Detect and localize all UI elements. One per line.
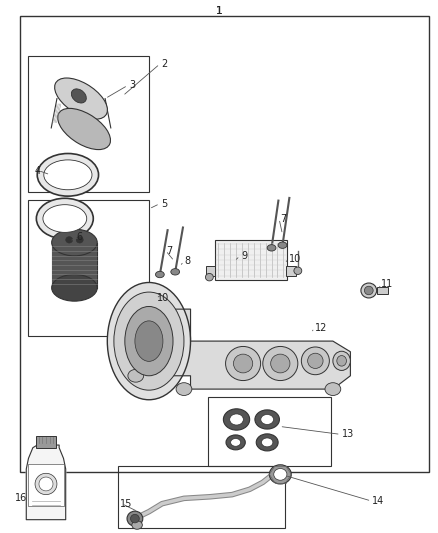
Text: 5: 5 [161, 199, 167, 208]
Text: 10: 10 [157, 294, 169, 303]
Text: 4: 4 [35, 166, 41, 175]
Bar [36, 436, 56, 448]
Ellipse shape [39, 477, 53, 491]
Text: 6: 6 [77, 232, 83, 242]
Ellipse shape [36, 198, 93, 239]
Ellipse shape [226, 435, 245, 450]
Text: 10: 10 [289, 254, 301, 263]
Ellipse shape [223, 409, 250, 430]
Bar [206, 266, 215, 276]
Ellipse shape [43, 205, 87, 232]
Ellipse shape [269, 465, 291, 484]
Text: 1: 1 [216, 6, 222, 15]
Text: 15: 15 [120, 499, 133, 508]
Ellipse shape [44, 160, 92, 190]
Ellipse shape [301, 347, 329, 375]
Text: 14: 14 [372, 496, 385, 506]
Ellipse shape [127, 511, 143, 526]
Ellipse shape [278, 242, 287, 248]
Text: 9: 9 [241, 251, 247, 261]
Ellipse shape [361, 283, 377, 298]
Ellipse shape [205, 273, 213, 281]
Bar [377, 287, 388, 294]
Ellipse shape [128, 369, 144, 382]
Ellipse shape [58, 108, 110, 150]
Ellipse shape [325, 383, 341, 395]
Text: 7: 7 [280, 214, 286, 223]
Polygon shape [26, 445, 66, 520]
Ellipse shape [71, 89, 86, 103]
Text: 8: 8 [185, 256, 191, 266]
Ellipse shape [233, 354, 253, 373]
Ellipse shape [226, 346, 261, 381]
Ellipse shape [107, 282, 191, 400]
Bar [20, 16, 429, 472]
Ellipse shape [35, 473, 57, 495]
Ellipse shape [37, 154, 99, 196]
Bar [28, 56, 149, 192]
Bar [52, 243, 97, 288]
Bar [118, 466, 285, 528]
Ellipse shape [125, 306, 173, 376]
Ellipse shape [294, 267, 302, 274]
Text: 13: 13 [342, 430, 354, 439]
Ellipse shape [231, 439, 240, 446]
Ellipse shape [267, 245, 276, 251]
Ellipse shape [307, 353, 323, 368]
Ellipse shape [52, 229, 97, 256]
Bar [28, 464, 64, 506]
Bar [28, 200, 149, 336]
Ellipse shape [171, 269, 180, 275]
Bar [215, 240, 287, 280]
Text: 7: 7 [166, 246, 173, 255]
Ellipse shape [261, 438, 273, 447]
Polygon shape [129, 309, 350, 389]
Ellipse shape [176, 383, 192, 395]
Ellipse shape [52, 274, 97, 301]
Text: 2: 2 [161, 59, 167, 69]
Text: 12: 12 [315, 323, 328, 333]
Ellipse shape [256, 434, 278, 451]
Ellipse shape [333, 351, 350, 370]
Bar [286, 266, 296, 276]
Ellipse shape [66, 237, 73, 243]
Ellipse shape [274, 469, 287, 480]
Ellipse shape [131, 514, 139, 523]
Text: 3: 3 [129, 80, 135, 90]
Text: 1: 1 [215, 6, 223, 15]
Ellipse shape [55, 78, 107, 119]
Ellipse shape [135, 321, 163, 361]
Ellipse shape [114, 292, 184, 390]
Text: 16: 16 [15, 494, 28, 503]
Ellipse shape [271, 354, 290, 373]
Ellipse shape [337, 356, 346, 366]
Ellipse shape [364, 286, 373, 295]
Bar [208, 397, 331, 466]
Ellipse shape [76, 237, 83, 243]
Ellipse shape [155, 271, 164, 278]
Ellipse shape [263, 346, 298, 381]
Ellipse shape [255, 410, 279, 429]
Ellipse shape [132, 521, 142, 529]
Ellipse shape [261, 415, 274, 424]
Ellipse shape [230, 414, 244, 425]
Text: 11: 11 [381, 279, 393, 288]
